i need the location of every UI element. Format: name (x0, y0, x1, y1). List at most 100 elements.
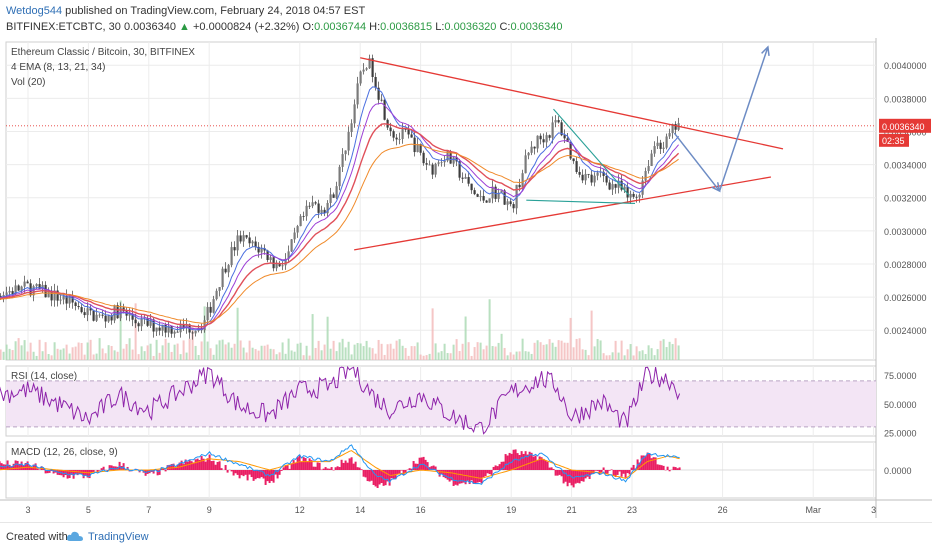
candle-body (663, 148, 665, 149)
volume-bar (444, 344, 446, 360)
volume-bar (408, 356, 410, 360)
macd-histogram-bar (305, 458, 307, 470)
time-tick-label: 3 (871, 505, 876, 515)
volume-bar (318, 341, 320, 360)
macd-histogram-bar (201, 456, 203, 470)
macd-histogram-bar (257, 470, 259, 478)
macd-histogram-bar (421, 457, 423, 470)
volume-bar (15, 341, 17, 360)
candle-body (345, 151, 347, 155)
candle-body (237, 235, 239, 250)
volume-bar (156, 340, 158, 360)
candle-body (390, 128, 392, 132)
candle-body (270, 257, 272, 260)
volume-bar (636, 346, 638, 360)
low-value: 0.0036320 (444, 21, 496, 33)
macd-histogram-bar (331, 467, 333, 470)
macd-histogram-bar (495, 465, 497, 470)
macd-histogram-bar (661, 465, 663, 470)
volume-bar (210, 348, 212, 360)
macd-histogram-bar (525, 451, 527, 470)
macd-histogram-bar (419, 458, 421, 470)
macd-histogram-bar (379, 470, 381, 484)
symbol-name[interactable]: BITFINEX:ETCBTC, 30 (6, 21, 121, 33)
volume-bar (609, 355, 611, 360)
volume-bar (96, 354, 98, 360)
macd-histogram-bar (457, 470, 459, 485)
volume-bar (414, 346, 416, 360)
candle-body (540, 136, 542, 139)
macd-histogram-bar (493, 467, 495, 470)
macd-histogram-bar (313, 467, 315, 470)
macd-histogram-bar (343, 463, 345, 470)
volume-bar (246, 352, 248, 360)
volume-bar (315, 348, 317, 360)
candle-body (78, 306, 80, 307)
macd-histogram-bar (545, 460, 547, 470)
volume-bar (591, 311, 593, 360)
candle-body (573, 158, 575, 161)
volume-bar (267, 345, 269, 360)
volume-bar (492, 346, 494, 360)
macd-legend: MACD (12, 26, close, 9) (11, 447, 118, 458)
macd-histogram-bar (329, 469, 331, 470)
trading-chart[interactable]: 0.00400000.00380000.00360000.00340000.00… (0, 38, 932, 522)
tradingview-link[interactable]: TradingView (88, 531, 149, 543)
candle-body (234, 247, 236, 250)
volume-bar (336, 351, 338, 360)
volume-bar (546, 344, 548, 360)
macd-histogram-bar (471, 470, 473, 480)
volume-bar (483, 349, 485, 360)
candle-body (333, 194, 335, 197)
ema-legend: 4 EMA (8, 13, 21, 34) (11, 62, 106, 73)
macd-histogram-bar (491, 470, 493, 475)
volume-bar (630, 344, 632, 360)
macd-histogram-bar (215, 465, 217, 470)
macd-histogram-bar (287, 465, 289, 470)
rsi-tick-label: 75.0000 (884, 371, 917, 381)
candle-body (60, 300, 62, 301)
macd-histogram-bar (225, 465, 227, 470)
volume-bar (60, 350, 62, 360)
candle-body (135, 320, 137, 323)
macd-histogram-bar (567, 470, 569, 486)
candle-body (216, 291, 218, 299)
volume-bar (132, 350, 134, 360)
macd-histogram-bar (509, 453, 511, 470)
price-tick-label: 0.0032000 (884, 194, 927, 204)
macd-histogram-bar (603, 467, 605, 470)
time-tick-label: Mar (805, 505, 821, 515)
volume-bar (501, 334, 503, 360)
macd-histogram-bar (557, 470, 559, 476)
macd-histogram-bar (399, 470, 401, 473)
volume-bar (138, 354, 140, 360)
tradingview-cloud-icon (66, 530, 84, 542)
time-tick-label: 16 (416, 505, 426, 515)
macd-histogram-bar (83, 470, 85, 478)
price-change: +0.0000824 (+2.32%) (193, 21, 299, 33)
author-link[interactable]: Wetdog544 (6, 5, 62, 17)
close-value: 0.0036340 (510, 21, 562, 33)
macd-histogram-bar (597, 470, 599, 471)
macd-histogram-bar (427, 462, 429, 470)
macd-histogram-bar (519, 455, 521, 470)
macd-histogram-bar (497, 466, 499, 470)
volume-bar (168, 343, 170, 360)
volume-bar (117, 352, 119, 360)
macd-histogram-bar (289, 469, 291, 470)
volume-bar (393, 349, 395, 360)
macd-histogram-bar (479, 470, 481, 482)
macd-histogram-bar (273, 470, 275, 483)
volume-bar (462, 344, 464, 360)
volume-bar (141, 346, 143, 360)
macd-histogram-bar (165, 470, 167, 471)
candle-body (300, 216, 302, 226)
volume-bar (534, 343, 536, 360)
candle-body (315, 202, 317, 203)
macd-histogram-bar (299, 455, 301, 470)
macd-histogram-bar (197, 459, 199, 470)
candle-body (99, 315, 101, 316)
volume-bar (597, 339, 599, 360)
volume-bar (201, 341, 203, 360)
candle-body (471, 184, 473, 190)
